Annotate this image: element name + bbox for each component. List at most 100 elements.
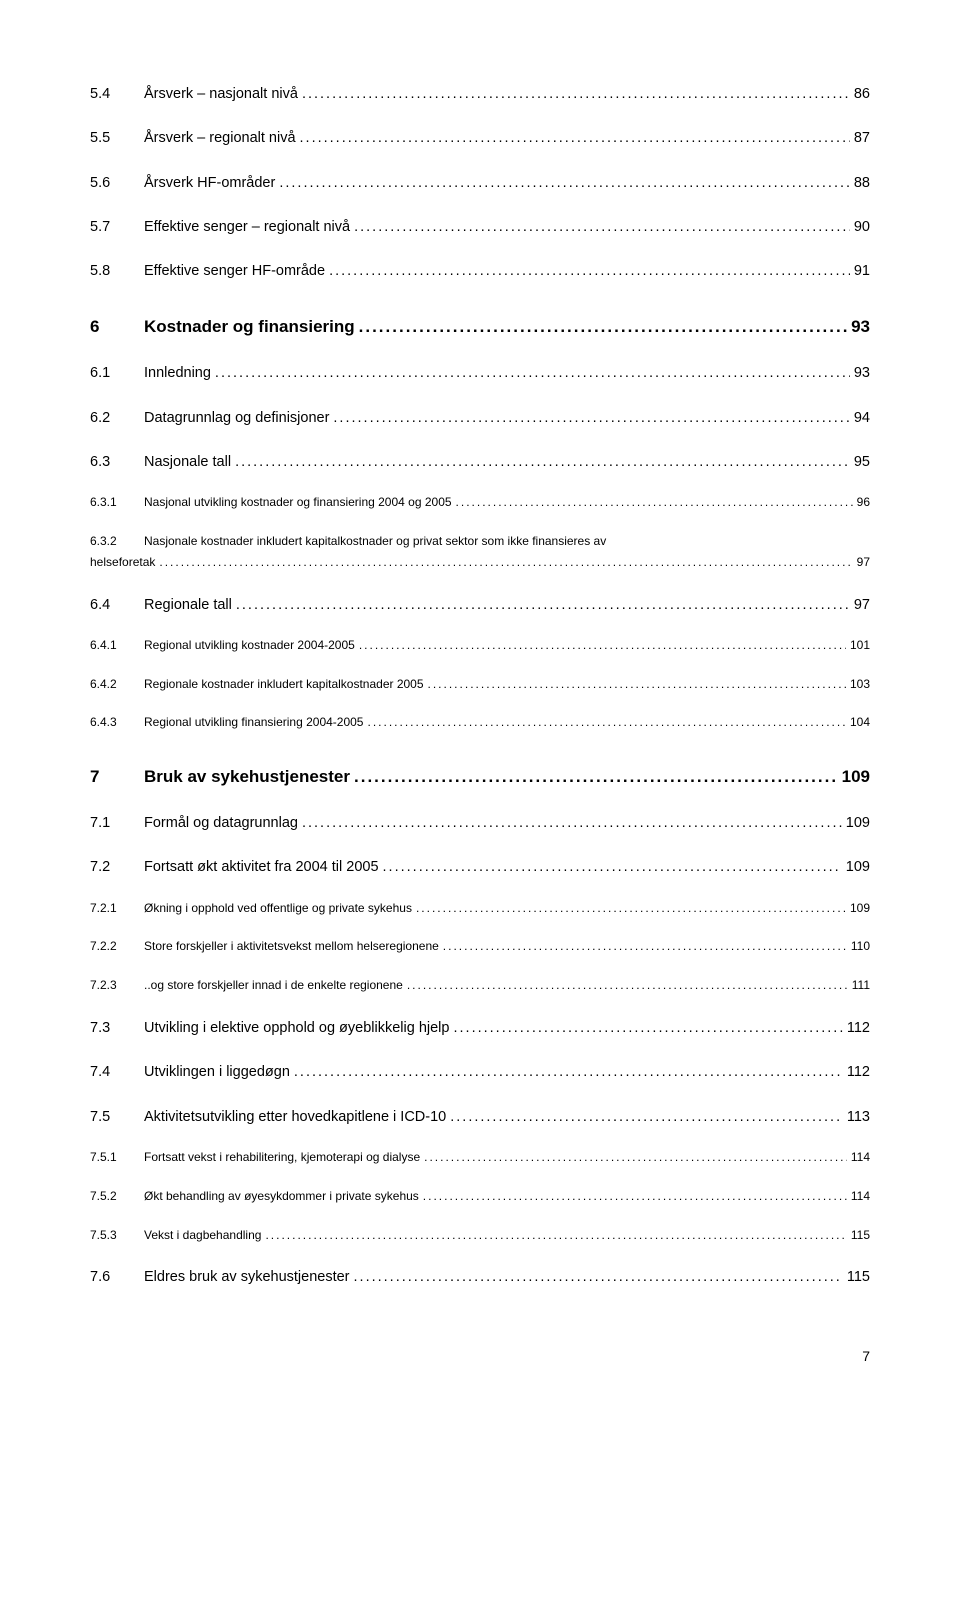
toc-entry-label: Store forskjeller i aktivitetsvekst mell… <box>144 938 439 955</box>
toc-entry: 7.5Aktivitetsutvikling etter hovedkapitl… <box>90 1107 870 1127</box>
toc-entry: 6.3.2Nasjonale kostnader inkludert kapit… <box>90 533 870 550</box>
toc-leader-dots <box>424 676 846 693</box>
toc-entry: 6.1Innledning93 <box>90 363 870 383</box>
toc-entry-number: 6.4.1 <box>90 637 144 654</box>
toc-entry-number: 7.3 <box>90 1018 144 1038</box>
toc-entry: 7.1Formål og datagrunnlag109 <box>90 813 870 833</box>
toc-entry: 7.4Utviklingen i liggedøgn 112 <box>90 1062 870 1082</box>
toc-entry: 5.7Effektive senger – regionalt nivå 90 <box>90 217 870 237</box>
toc-entry-number: 7.1 <box>90 813 144 833</box>
toc-entry-page: 97 <box>850 595 870 615</box>
toc-entry-number: 5.7 <box>90 217 144 237</box>
toc-leader-dots <box>290 1062 843 1082</box>
toc-entry-number: 5.6 <box>90 173 144 193</box>
toc-entry-wrap-label: helseforetak <box>90 554 155 571</box>
toc-entry-page: 110 <box>847 938 870 955</box>
toc-leader-dots <box>275 173 850 193</box>
toc-leader-dots <box>449 1018 842 1038</box>
toc-entry-page: 95 <box>850 452 870 472</box>
toc-leader-dots <box>412 900 846 917</box>
toc-leader-dots <box>232 595 850 615</box>
toc-entry-page: 109 <box>838 765 870 789</box>
toc-leader-dots <box>261 1227 846 1244</box>
toc-entry-page: 93 <box>850 363 870 383</box>
page-number: 7 <box>90 1348 870 1364</box>
toc-entry: 6.2Datagrunnlag og definisjoner94 <box>90 408 870 428</box>
toc-entry-label: Fortsatt økt aktivitet fra 2004 til 2005 <box>144 857 379 877</box>
toc-entry: 5.8Effektive senger HF-område 91 <box>90 261 870 281</box>
toc-entry-label: Årsverk HF-områder <box>144 173 275 193</box>
toc-entry: 5.6Årsverk HF-områder 88 <box>90 173 870 193</box>
toc-entry: 6.4.2Regionale kostnader inkludert kapit… <box>90 676 870 693</box>
toc-entry: 6.3.1Nasjonal utvikling kostnader og fin… <box>90 494 870 511</box>
toc-entry-page: 87 <box>850 128 870 148</box>
toc-entry-number: 7.5.3 <box>90 1227 144 1244</box>
toc-entry-label: Regional utvikling kostnader 2004-2005 <box>144 637 355 654</box>
toc-entry-label: Aktivitetsutvikling etter hovedkapitlene… <box>144 1107 446 1127</box>
toc-entry-number: 7.5 <box>90 1107 144 1127</box>
toc-entry-page: 101 <box>846 637 870 654</box>
toc-leader-dots <box>420 1149 847 1166</box>
toc-entry-label: Utviklingen i liggedøgn <box>144 1062 290 1082</box>
toc-entry: 6Kostnader og finansiering93 <box>90 315 870 339</box>
toc-entry-label: Effektive senger – regionalt nivå <box>144 217 350 237</box>
toc-entry-page: 112 <box>843 1018 870 1038</box>
toc-entry-label: Fortsatt vekst i rehabilitering, kjemote… <box>144 1149 420 1166</box>
toc-leader-dots <box>363 714 845 731</box>
toc-entry-page: 97 <box>853 554 870 571</box>
toc-entry-number: 6 <box>90 315 144 339</box>
toc-leader-dots <box>211 363 850 383</box>
toc-entry-page: 113 <box>843 1107 870 1127</box>
toc-entry-label: Utvikling i elektive opphold og øyeblikk… <box>144 1018 449 1038</box>
table-of-contents: 5.4Årsverk – nasjonalt nivå865.5Årsverk … <box>90 84 870 1288</box>
toc-leader-dots <box>452 494 853 511</box>
toc-entry-number: 6.4.3 <box>90 714 144 731</box>
toc-entry-page: 109 <box>842 857 870 877</box>
toc-entry-label: Nasjonale tall <box>144 452 231 472</box>
toc-entry-page: 88 <box>850 173 870 193</box>
toc-entry: 7.5.1Fortsatt vekst i rehabilitering, kj… <box>90 1149 870 1166</box>
toc-entry-number: 5.8 <box>90 261 144 281</box>
toc-leader-dots <box>419 1188 847 1205</box>
toc-entry-page: 111 <box>848 977 870 994</box>
toc-leader-dots <box>355 637 846 654</box>
toc-entry-page: 90 <box>850 217 870 237</box>
toc-entry-number: 7.5.1 <box>90 1149 144 1166</box>
toc-leader-dots <box>298 813 842 833</box>
toc-entry-label: Årsverk – regionalt nivå <box>144 128 296 148</box>
toc-leader-dots <box>350 217 850 237</box>
toc-entry: 7.2Fortsatt økt aktivitet fra 2004 til 2… <box>90 857 870 877</box>
toc-entry: 7.2.1Økning i opphold ved offentlige og … <box>90 900 870 917</box>
toc-leader-dots <box>155 554 852 571</box>
toc-entry-label: Nasjonale kostnader inkludert kapitalkos… <box>144 533 606 550</box>
toc-entry: 5.5Årsverk – regionalt nivå87 <box>90 128 870 148</box>
toc-entry-page: 115 <box>843 1267 870 1287</box>
toc-leader-dots <box>350 765 838 789</box>
toc-entry-page: 86 <box>850 84 870 104</box>
toc-entry-label: Regional utvikling finansiering 2004-200… <box>144 714 363 731</box>
toc-entry-label: Regionale kostnader inkludert kapitalkos… <box>144 676 424 693</box>
toc-entry-label: Bruk av sykehustjenester <box>144 765 350 789</box>
toc-entry-number: 7 <box>90 765 144 789</box>
toc-entry-label: Nasjonal utvikling kostnader og finansie… <box>144 494 452 511</box>
toc-leader-dots <box>231 452 850 472</box>
toc-leader-dots <box>439 938 847 955</box>
toc-entry-number: 7.2 <box>90 857 144 877</box>
toc-entry-number: 6.4 <box>90 595 144 615</box>
toc-entry-number: 6.3 <box>90 452 144 472</box>
toc-entry-number: 7.2.3 <box>90 977 144 994</box>
toc-entry-label: Effektive senger HF-område <box>144 261 325 281</box>
toc-entry: 7.6Eldres bruk av sykehustjenester115 <box>90 1267 870 1287</box>
toc-entry: 6.4Regionale tall97 <box>90 595 870 615</box>
toc-leader-dots <box>446 1107 843 1127</box>
toc-entry-label: Årsverk – nasjonalt nivå <box>144 84 298 104</box>
toc-leader-dots <box>296 128 850 148</box>
toc-entry-label: ..og store forskjeller innad i de enkelt… <box>144 977 403 994</box>
toc-leader-dots <box>355 315 847 339</box>
toc-entry-page: 112 <box>843 1062 870 1082</box>
toc-entry-number: 7.4 <box>90 1062 144 1082</box>
toc-entry-label: Vekst i dagbehandling <box>144 1227 261 1244</box>
toc-entry-page: 103 <box>846 676 870 693</box>
toc-entry-label: Eldres bruk av sykehustjenester <box>144 1267 350 1287</box>
toc-entry-page: 91 <box>850 261 870 281</box>
